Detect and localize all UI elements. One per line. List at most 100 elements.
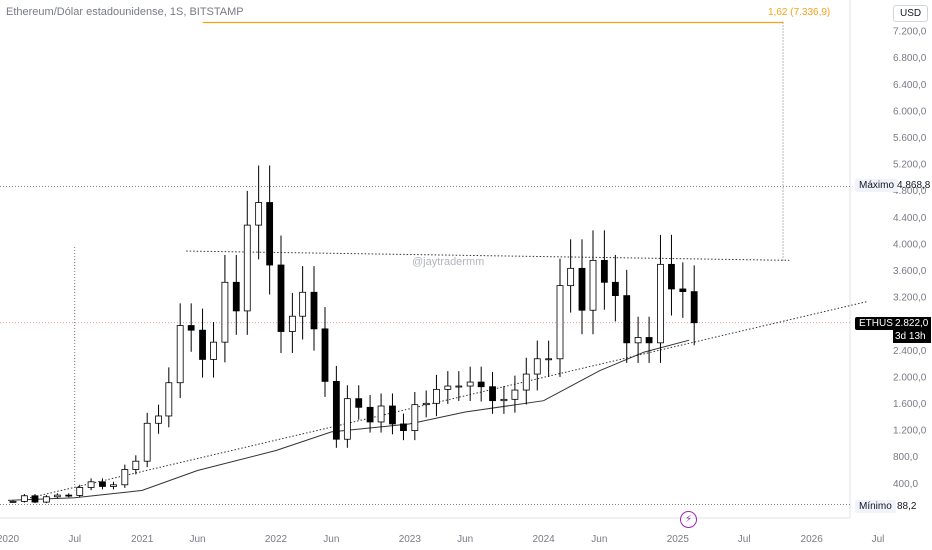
support-trendline[interactable] [29, 301, 868, 499]
candle-body [589, 259, 597, 311]
candle-body [389, 405, 396, 425]
y-tick-label: 5.600,0 [893, 133, 927, 144]
candle-body [556, 285, 564, 360]
y-tick-label: 4.800,0 [893, 186, 927, 197]
y-tick-label: 3.600,0 [893, 266, 927, 277]
candle [210, 321, 217, 378]
x-tick-label: 2024 [533, 534, 556, 545]
candle-body [20, 495, 28, 502]
candle [433, 374, 440, 417]
candle-body [522, 373, 530, 391]
candle [477, 366, 485, 402]
x-tick-label: Jul [738, 534, 751, 545]
candle [500, 386, 508, 414]
candle [255, 165, 263, 260]
candle-body [545, 358, 553, 361]
y-tick-label: 2.000,0 [893, 372, 927, 383]
candle [545, 340, 553, 377]
candle-body [277, 264, 285, 332]
candle [321, 307, 329, 397]
candle-body [42, 496, 50, 503]
candle [600, 230, 608, 310]
candle [611, 254, 619, 322]
candle [657, 234, 664, 363]
candle-body [332, 380, 340, 440]
candle-body [400, 423, 407, 432]
candle-body [533, 358, 541, 375]
candle-body [411, 404, 419, 432]
candle-body [500, 398, 508, 402]
currency-badge[interactable]: USD [893, 5, 929, 22]
candle [355, 385, 363, 420]
lightning-icon[interactable]: ⚡ [680, 511, 697, 528]
candle-body [578, 267, 586, 311]
candle [277, 235, 285, 353]
candle-body [9, 501, 17, 503]
y-tick-label: 7.200,0 [893, 27, 927, 38]
candle-body [255, 202, 263, 226]
y-tick-label: 4.000,0 [893, 239, 927, 250]
candle [165, 367, 173, 428]
candle [87, 478, 95, 491]
neckline[interactable] [186, 250, 790, 261]
fib-extension-label: 1,62 (7.336,9) [768, 7, 831, 18]
chart-title: Ethereum/Dólar estadounidense, 1S, BITST… [6, 6, 244, 18]
candle-body [76, 487, 84, 496]
y-tick-label: 4.400,0 [893, 213, 927, 224]
candle [444, 371, 452, 404]
candle-body [266, 202, 274, 266]
candle [578, 239, 586, 335]
candle [42, 495, 50, 504]
candle-body [165, 382, 173, 417]
y-tick-label: 6.000,0 [893, 106, 927, 117]
min-label: Mínimo [855, 500, 896, 513]
candle [232, 254, 240, 335]
x-tick-label: Jun [591, 534, 607, 545]
candle [377, 393, 385, 433]
candle-body [455, 385, 463, 388]
candle [53, 493, 61, 499]
candle [299, 266, 307, 340]
candle [99, 478, 106, 490]
candle [522, 357, 530, 405]
candle [121, 464, 129, 488]
y-tick-label: 6.400,0 [893, 80, 927, 91]
candle [132, 455, 140, 475]
candle [176, 303, 184, 399]
x-tick-label: 2026 [801, 534, 824, 545]
countdown-label: 3d 13h [893, 330, 931, 343]
candle [455, 371, 463, 401]
x-tick-label: 2020 [0, 534, 20, 545]
min-value: 88,2 [897, 501, 917, 512]
x-tick-label: Jun [189, 534, 205, 545]
candle-body [31, 495, 39, 503]
candle-body [422, 402, 430, 406]
candle [243, 190, 251, 335]
candle-body [668, 263, 675, 290]
candle-body [366, 406, 374, 423]
candle [679, 262, 687, 318]
y-tick-label: 3.200,0 [893, 293, 927, 304]
x-tick-label: Jul [68, 534, 81, 545]
candle-body [343, 398, 351, 440]
x-tick-label: Jun [457, 534, 473, 545]
candle [634, 316, 642, 363]
candle [155, 404, 162, 434]
candle-body [243, 224, 251, 312]
candle-body [444, 385, 452, 390]
candle [690, 265, 698, 346]
y-tick-label: 1.200,0 [893, 426, 927, 437]
candle [288, 292, 296, 353]
candle-body [623, 295, 631, 344]
candle [411, 391, 419, 441]
candle-body [232, 281, 240, 312]
candle [400, 413, 407, 441]
x-tick-label: 2022 [265, 534, 288, 545]
candle-body [132, 460, 140, 470]
candle-body [377, 405, 385, 423]
candle-body [355, 398, 363, 408]
candle-body [187, 325, 195, 331]
candle [343, 385, 351, 448]
y-tick-label: 6.800,0 [893, 53, 927, 64]
